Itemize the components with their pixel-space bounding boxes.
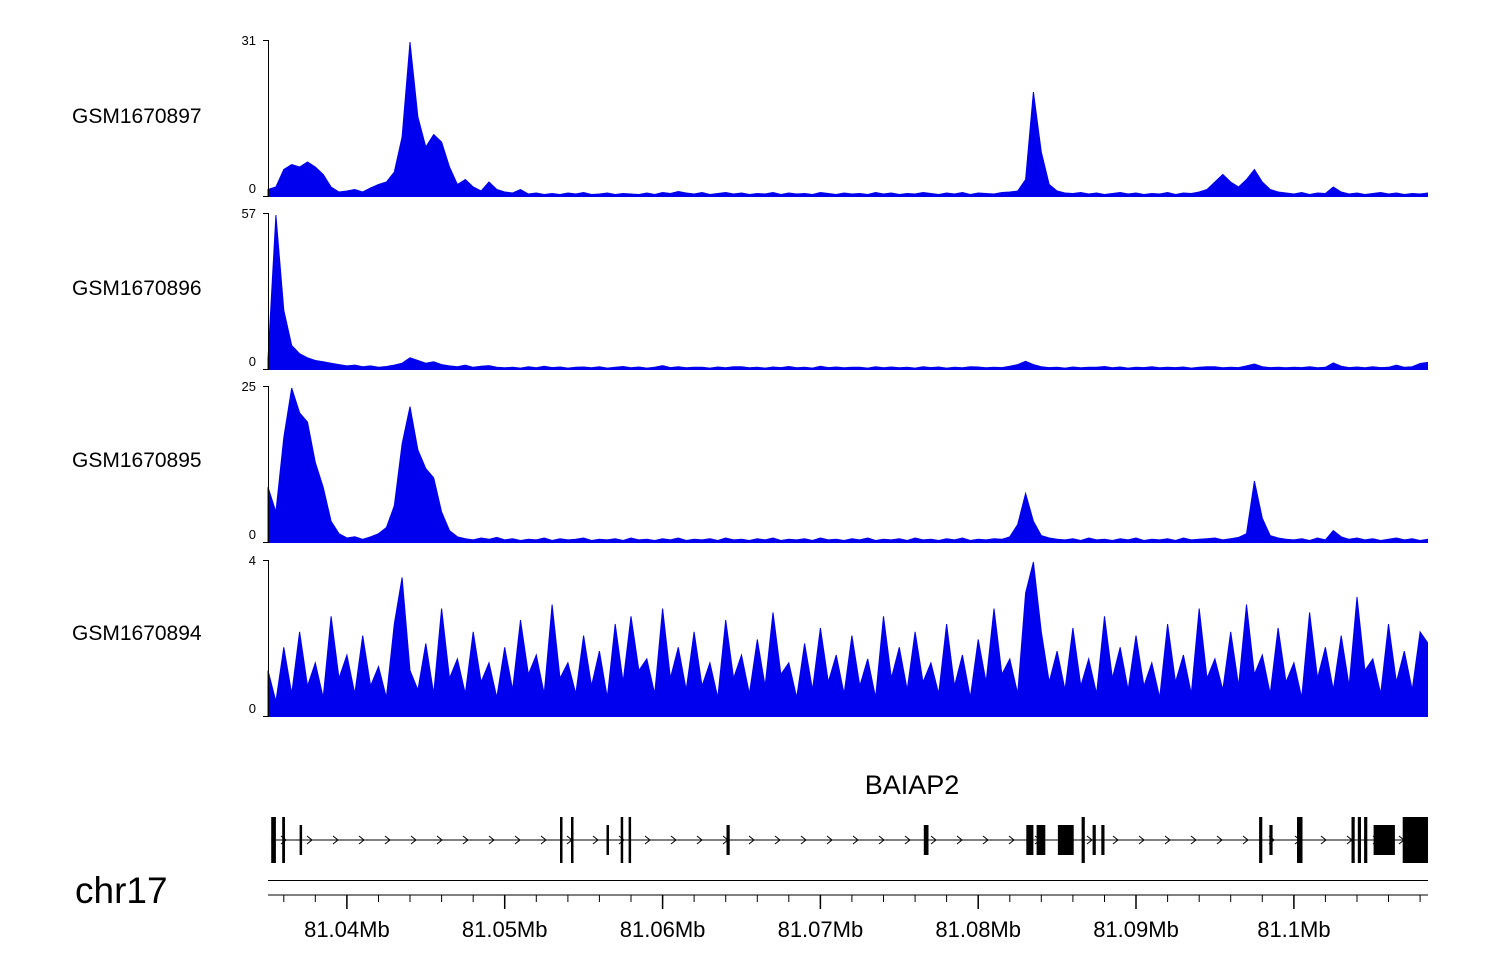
strand-arrow-icon <box>696 835 703 845</box>
chromosome-label: chr17 <box>75 870 168 911</box>
strand-arrow-icon <box>1138 835 1145 845</box>
strand-arrow-icon <box>332 835 339 845</box>
coverage-plot-gsm1670895 <box>263 386 1428 543</box>
coverage-plot-gsm1670897 <box>263 40 1428 197</box>
exon-box <box>923 825 929 855</box>
exon-box <box>1269 825 1273 855</box>
axis-tick-label: 81.1Mb <box>1257 917 1330 942</box>
exon-box <box>1364 817 1368 863</box>
exon-box <box>282 817 285 863</box>
exon-box <box>1297 817 1303 863</box>
exon-box <box>1357 817 1361 863</box>
strand-arrow-icon <box>514 835 521 845</box>
exon-box <box>628 817 632 863</box>
strand-arrow-icon <box>826 835 833 845</box>
coverage-plot-gsm1670896 <box>263 213 1428 370</box>
strand-arrow-icon <box>644 835 651 845</box>
strand-arrow-icon <box>670 835 677 845</box>
exon-box <box>726 825 730 855</box>
axis-tick-label: 81.06Mb <box>620 917 706 942</box>
strand-arrow-icon <box>384 835 391 845</box>
strand-arrow-icon <box>774 835 781 845</box>
track-label-gsm1670896: GSM1670896 <box>72 277 202 300</box>
axis-tick-label: 81.08Mb <box>935 917 1021 942</box>
exon-box <box>1402 817 1428 863</box>
strand-arrow-icon <box>930 835 937 845</box>
coverage-area <box>267 214 1428 370</box>
axis-tick-label: 81.05Mb <box>462 917 548 942</box>
y-max-label: 31 <box>241 33 256 48</box>
exon-box <box>1101 825 1105 855</box>
strand-arrow-icon <box>592 835 599 845</box>
coverage-area <box>267 561 1428 717</box>
y-max-label: 4 <box>248 553 256 568</box>
exon-box <box>1351 817 1355 863</box>
strand-arrow-icon <box>748 835 755 845</box>
exon-box <box>606 825 609 855</box>
strand-arrow-icon <box>462 835 469 845</box>
strand-arrow-icon <box>800 835 807 845</box>
strand-arrow-icon <box>436 835 443 845</box>
strand-arrow-icon <box>540 835 547 845</box>
exon-box <box>1373 825 1395 855</box>
strand-arrow-icon <box>982 835 989 845</box>
exon-box <box>560 817 563 863</box>
exon-box <box>620 817 624 863</box>
gene-model-svg <box>271 817 1428 863</box>
strand-arrow-icon <box>1320 835 1327 845</box>
exon-box <box>571 817 574 863</box>
strand-arrow-icon <box>956 835 963 845</box>
track-label-gsm1670897: GSM1670897 <box>72 105 202 128</box>
exon-box <box>1081 817 1085 863</box>
strand-arrow-icon <box>618 835 625 845</box>
strand-arrow-icon <box>488 835 495 845</box>
strand-arrow-icon <box>1190 835 1197 845</box>
strand-arrow-icon <box>358 835 365 845</box>
coverage-area <box>267 41 1428 197</box>
y-max-label: 25 <box>241 379 256 394</box>
coverage-plot-gsm1670894 <box>263 560 1428 717</box>
genome-axis-svg: 81.04Mb 81.05Mb 81.06Mb 81.07Mb 81.08Mb 81.09… <box>268 894 1428 942</box>
exon-box <box>1259 817 1263 863</box>
strand-arrow-icon <box>1086 835 1093 845</box>
exon-box <box>1057 825 1074 855</box>
y-min-label: 0 <box>248 354 256 369</box>
exon-box <box>1036 825 1046 855</box>
exon-box <box>271 817 276 863</box>
strand-arrow-icon <box>1164 835 1171 845</box>
y-max-label: 57 <box>241 206 256 221</box>
track-separator-line <box>268 880 1428 881</box>
strand-arrow-icon <box>1112 835 1119 845</box>
y-min-label: 0 <box>248 181 256 196</box>
gene-name-label: BAIAP2 <box>864 770 960 800</box>
exon-box <box>1092 825 1096 855</box>
strand-arrow-icon <box>878 835 885 845</box>
y-min-label: 0 <box>248 701 256 716</box>
exon-box <box>1026 825 1034 855</box>
strand-arrow-icon <box>410 835 417 845</box>
strand-arrow-icon <box>904 835 911 845</box>
track-label-gsm1670895: GSM1670895 <box>72 449 202 472</box>
coverage-area <box>267 387 1428 543</box>
y-min-label: 0 <box>248 527 256 542</box>
strand-arrow-icon <box>1242 835 1249 845</box>
track-label-gsm1670894: GSM1670894 <box>72 622 202 645</box>
exon-box <box>299 825 303 855</box>
strand-arrow-icon <box>1216 835 1223 845</box>
axis-tick-label: 81.09Mb <box>1093 917 1179 942</box>
strand-arrow-icon <box>852 835 859 845</box>
axis-tick-label: 81.04Mb <box>304 917 390 942</box>
strand-arrow-icon <box>1008 835 1015 845</box>
strand-arrow-icon <box>306 835 313 845</box>
axis-tick-label: 81.07Mb <box>778 917 864 942</box>
